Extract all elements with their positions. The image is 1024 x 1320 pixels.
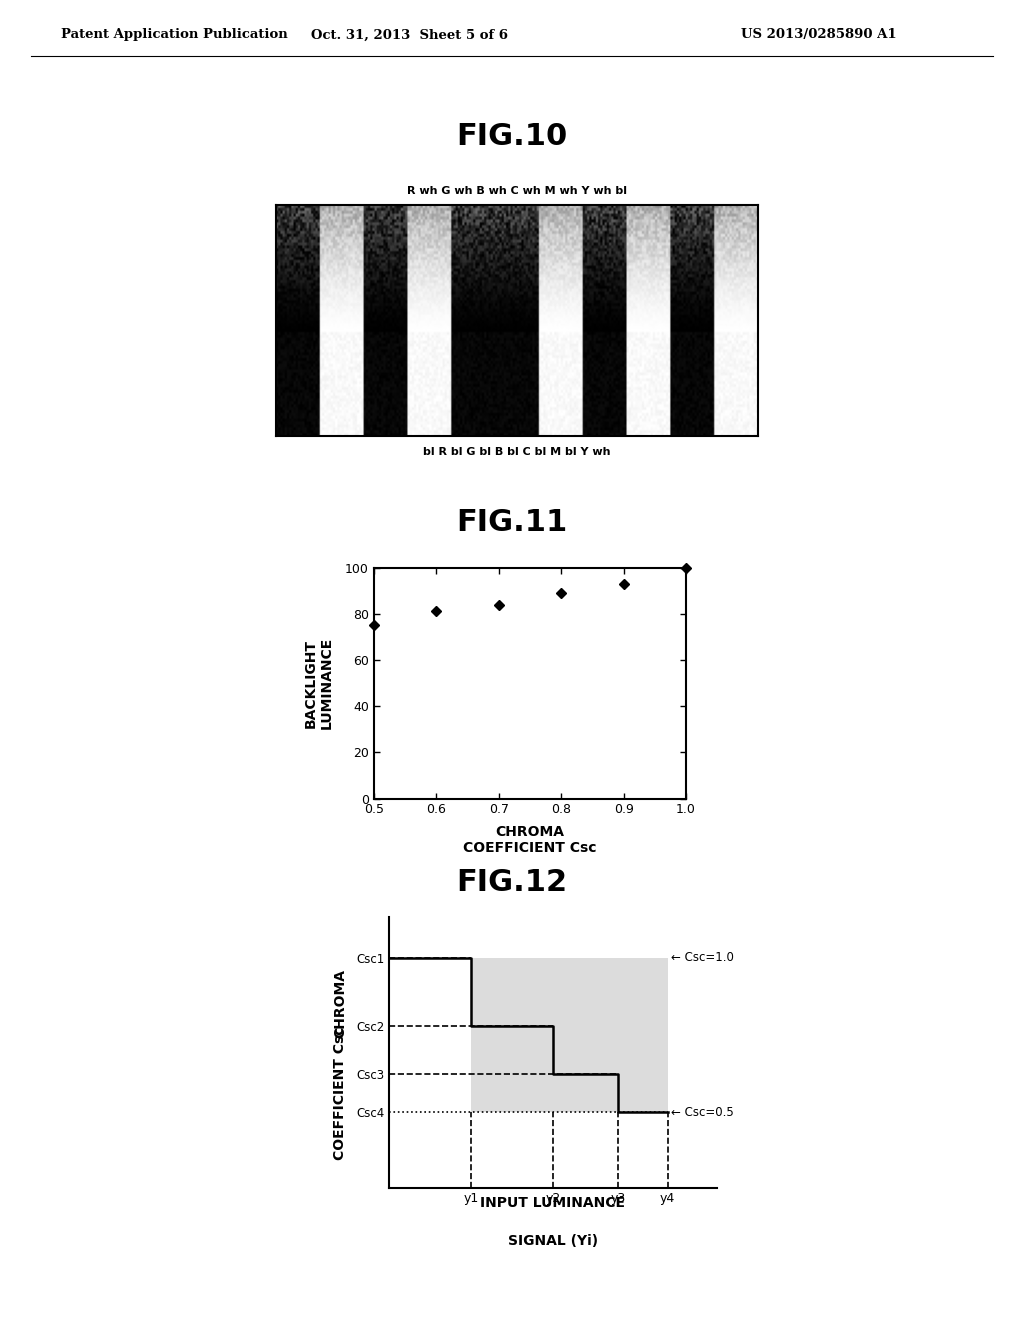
Text: CHROMA: CHROMA xyxy=(333,969,347,1039)
Text: COEFFICIENT Csc: COEFFICIENT Csc xyxy=(333,1027,347,1160)
Text: Patent Application Publication: Patent Application Publication xyxy=(61,29,288,41)
Text: FIG.12: FIG.12 xyxy=(457,869,567,898)
Text: ← Csc=0.5: ← Csc=0.5 xyxy=(671,1106,733,1119)
Text: SIGNAL (Yi): SIGNAL (Yi) xyxy=(508,1234,598,1249)
Text: bl R bl G bl B bl C bl M bl Y wh: bl R bl G bl B bl C bl M bl Y wh xyxy=(423,447,611,457)
Text: ← Csc=1.0: ← Csc=1.0 xyxy=(671,952,734,965)
Text: FIG.10: FIG.10 xyxy=(457,123,567,150)
Text: US 2013/0285890 A1: US 2013/0285890 A1 xyxy=(741,29,897,41)
Text: INPUT LUMINANCE: INPUT LUMINANCE xyxy=(480,1196,626,1210)
Text: Oct. 31, 2013  Sheet 5 of 6: Oct. 31, 2013 Sheet 5 of 6 xyxy=(311,29,508,41)
Y-axis label: BACKLIGHT
LUMINANCE: BACKLIGHT LUMINANCE xyxy=(304,638,334,729)
X-axis label: CHROMA
COEFFICIENT Csc: CHROMA COEFFICIENT Csc xyxy=(463,825,597,855)
Bar xyxy=(471,958,668,1113)
Text: R wh G wh B wh C wh M wh Y wh bl: R wh G wh B wh C wh M wh Y wh bl xyxy=(408,186,627,197)
Text: FIG.11: FIG.11 xyxy=(457,508,567,537)
